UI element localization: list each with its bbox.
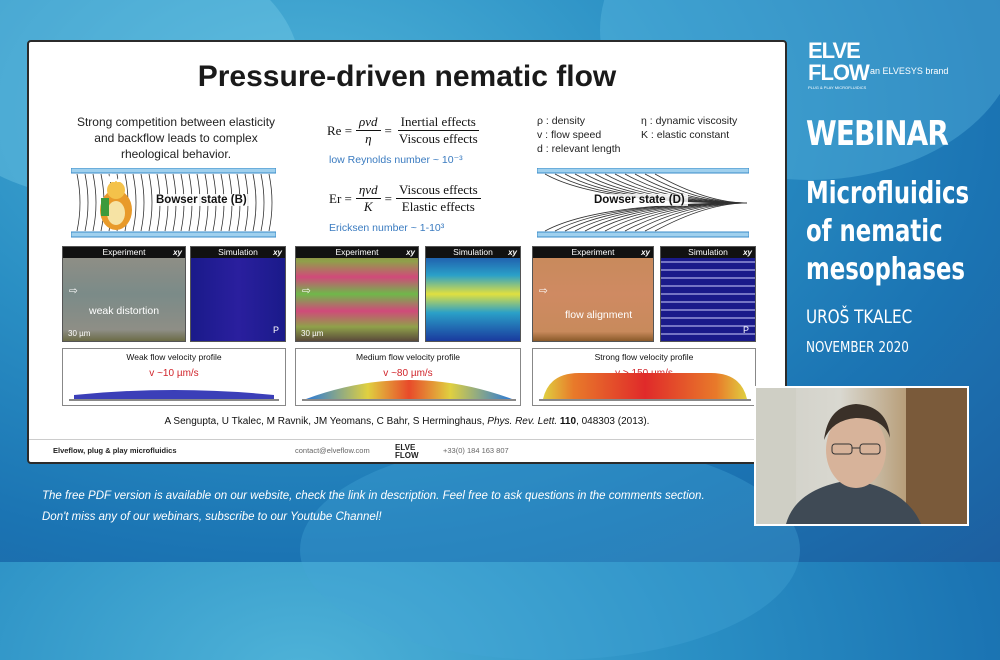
slide-footer: Elveflow, plug & play microfluidics cont… xyxy=(29,439,785,462)
strong-profile-arrows xyxy=(539,373,751,401)
weak-profile-arrows xyxy=(69,390,279,401)
flow-arrow-icon: ⇨ xyxy=(69,285,78,297)
topic-line-3: mesophases xyxy=(806,252,966,287)
logo-sub: PLUG & PLAY MICROFLUIDICS xyxy=(808,85,867,90)
citation-pages: , 048303 (2013). xyxy=(576,416,650,427)
footer-tagline: Elveflow, plug & play microfluidics xyxy=(53,446,177,455)
er-denominator: K xyxy=(363,199,373,214)
definitions-col1: ρ : density v : flow speed d : relevant … xyxy=(537,114,620,156)
medium-simulation-image: Simulation xy xyxy=(425,246,521,342)
webinar-date: NOVEMBER 2020 xyxy=(806,338,909,356)
citation: A Sengupta, U Tkalec, M Ravnik, JM Yeoma… xyxy=(29,416,785,427)
topic-line-1: Microfluidics xyxy=(806,176,970,211)
re-lhs: Re = xyxy=(327,122,353,138)
def-rho: ρ : density xyxy=(537,115,585,127)
pdf-note: The free PDF version is available on our… xyxy=(42,490,705,502)
def-K: K : elastic constant xyxy=(641,129,730,141)
presentation-slide: Pressure-driven nematic flow Strong comp… xyxy=(27,40,787,464)
medium-velocity-profile: Medium flow velocity profile v ~80 µm/s xyxy=(295,348,521,406)
citation-authors: A Sengupta, U Tkalec, M Ravnik, JM Yeoma… xyxy=(164,416,485,427)
slide-title: Pressure-driven nematic flow xyxy=(197,60,617,93)
pressure-label: P xyxy=(742,325,749,335)
profile-title: Medium flow velocity profile xyxy=(356,352,460,362)
flow-alignment-label: flow alignment xyxy=(565,309,633,321)
tile-header: Simulation xyxy=(661,247,755,258)
medium-profile-arrows xyxy=(302,380,516,401)
dowser-state-label: Dowser state (D) xyxy=(591,194,688,206)
def-v: v : flow speed xyxy=(537,129,602,141)
presenter-video xyxy=(756,388,967,524)
webinar-heading: WEBINAR xyxy=(806,114,949,154)
logo-bottom: FLOW xyxy=(808,60,870,85)
er-numerator: ηvd xyxy=(355,182,381,199)
re-denominator: η xyxy=(365,131,372,146)
er-ratio-den: Elastic effects xyxy=(401,199,475,214)
strong-velocity-profile: Strong flow velocity profile v > 150 µm/… xyxy=(532,348,756,406)
tile-header: Experiment xyxy=(63,247,185,258)
pressure-label: P xyxy=(272,325,279,335)
xy-label: xy xyxy=(743,248,752,257)
re-ratio-den: Viscous effects xyxy=(398,131,478,146)
footer-logo: ELVE FLOW xyxy=(395,443,419,460)
citation-volume: 110 xyxy=(559,416,577,427)
bowser-state-label: Bowser state (B) xyxy=(153,194,250,206)
er-fraction: ηvd K xyxy=(355,182,381,215)
reynolds-equation: Re = ρvd η = Inertial effects Viscous ef… xyxy=(327,114,481,147)
profile-velocity: v ~80 µm/s xyxy=(383,368,433,379)
brand-tagline: an ELVESYS brand xyxy=(870,66,949,76)
er-lhs: Er = xyxy=(329,190,352,206)
webcam-feed xyxy=(754,386,969,526)
re-numerator: ρvd xyxy=(356,114,381,131)
weak-velocity-profile: Weak flow velocity profile v ~10 µm/s xyxy=(62,348,286,406)
tile-header: Simulation xyxy=(191,247,285,258)
weak-distortion-label: weak distortion xyxy=(89,305,160,317)
xy-label: xy xyxy=(173,248,182,257)
flow-arrow-icon: ⇨ xyxy=(302,285,311,297)
er-ratio-num: Viscous effects xyxy=(395,182,481,199)
flow-arrow-icon: ⇨ xyxy=(539,285,548,297)
elveflow-logo: ELVE FLOW PLUG & PLAY MICROFLUIDICS xyxy=(808,38,870,91)
ericksen-note: Ericksen number ~ 1-10³ xyxy=(329,222,445,234)
profile-title: Strong flow velocity profile xyxy=(594,352,694,362)
er-ratio: Viscous effects Elastic effects xyxy=(395,182,481,215)
ericksen-equation: Er = ηvd K = Viscous effects Elastic eff… xyxy=(329,182,481,215)
weak-simulation-image: Simulation xy P xyxy=(190,246,286,342)
profile-velocity: v ~10 µm/s xyxy=(149,368,199,379)
footer-phone: +33(0) 184 163 807 xyxy=(443,446,509,455)
logo-top: ELVE xyxy=(808,38,861,63)
speaker-name: UROŠ TKALEC xyxy=(806,306,913,328)
weak-experiment-image: Experiment xy ⇨ weak distortion 30 µm xyxy=(62,246,186,342)
tile-header: Simulation xyxy=(426,247,520,258)
re-ratio: Inertial effects Viscous effects xyxy=(396,114,481,147)
footer-email: contact@elveflow.com xyxy=(295,446,370,455)
xy-label: xy xyxy=(508,248,517,257)
def-d: d : relevant length xyxy=(537,143,621,155)
reynolds-note: low Reynolds number ~ 10⁻³ xyxy=(329,154,463,166)
xy-label: xy xyxy=(641,248,650,257)
definitions-col2: η : dynamic viscosity K : elastic consta… xyxy=(641,114,737,142)
tile-header: Experiment xyxy=(533,247,653,258)
equals-sign: = xyxy=(384,122,392,138)
scale-bar-label: 30 µm xyxy=(301,329,324,338)
subscribe-note: Don't miss any of our webinars, subscrib… xyxy=(42,511,382,523)
citation-journal: Phys. Rev. Lett. xyxy=(487,416,558,427)
equals-sign: = xyxy=(384,190,392,206)
bowser-character-icon xyxy=(100,172,132,230)
bowser-state-diagram xyxy=(71,168,276,238)
def-eta: η : dynamic viscosity xyxy=(641,115,738,127)
strong-simulation-image: Simulation xy P xyxy=(660,246,756,342)
background-shape xyxy=(300,440,800,660)
tile-header: Experiment xyxy=(296,247,418,258)
re-fraction: ρvd η xyxy=(356,114,381,147)
xy-label: xy xyxy=(273,248,282,257)
re-ratio-num: Inertial effects xyxy=(397,114,479,131)
profile-title: Weak flow velocity profile xyxy=(126,352,222,362)
scale-bar-label: 30 µm xyxy=(68,329,91,338)
strong-experiment-image: Experiment xy ⇨ flow alignment xyxy=(532,246,654,342)
slide-intro: Strong competition between elasticity an… xyxy=(76,115,276,161)
xy-label: xy xyxy=(406,248,415,257)
topic-line-2: of nematic xyxy=(806,214,943,249)
medium-experiment-image: Experiment xy ⇨ 30 µm xyxy=(295,246,419,342)
